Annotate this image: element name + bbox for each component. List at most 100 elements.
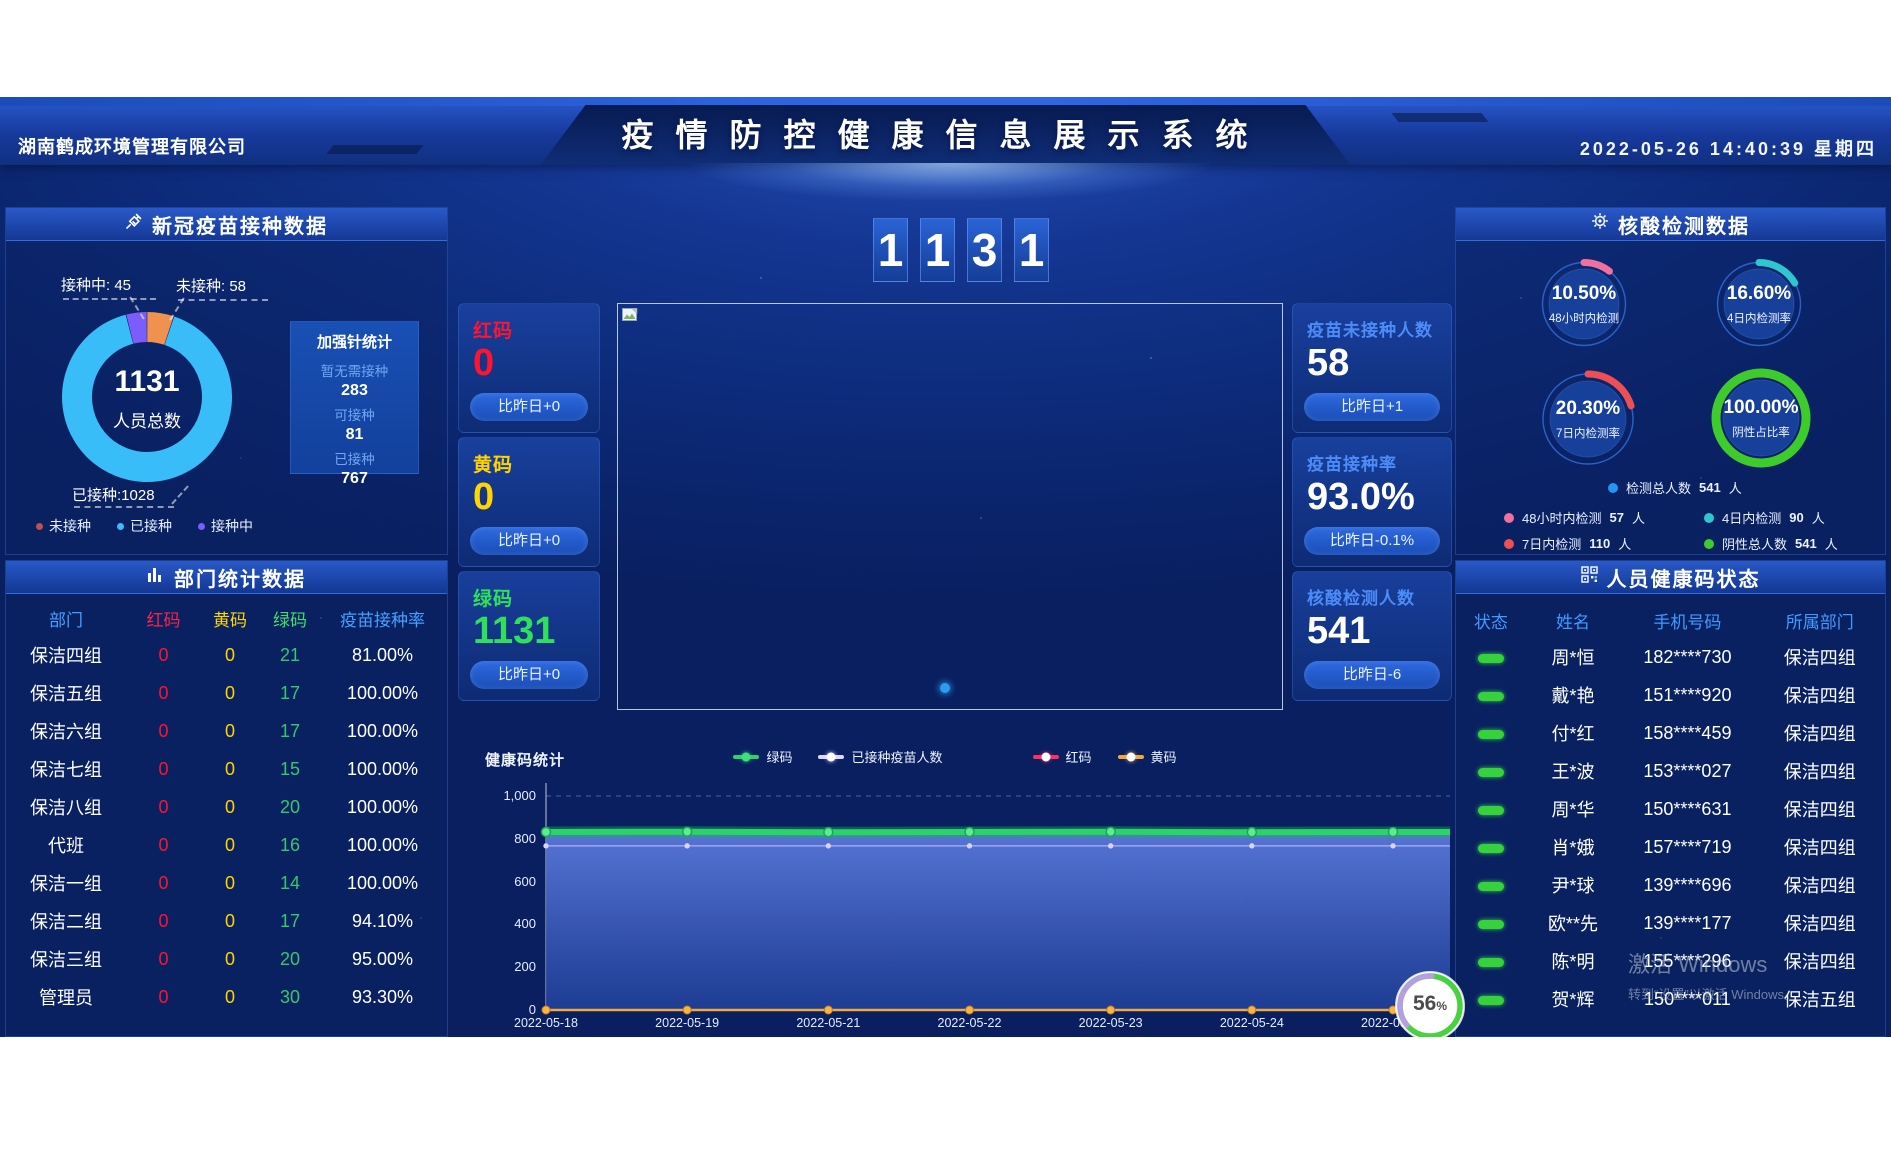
- table-cell: [1456, 989, 1526, 1010]
- table-cell: [1456, 685, 1526, 706]
- callout-leader-line: [171, 485, 189, 505]
- table-row: 陈*明 155****296 保洁四组: [1456, 942, 1885, 980]
- table-cell: 0: [158, 948, 169, 969]
- table-cell: 贺*辉: [1551, 990, 1595, 1010]
- chart-legend-item[interactable]: 已接种疫苗人数: [818, 747, 943, 766]
- yellow-code-value: 0: [473, 476, 495, 518]
- table-row: 代班 0 0 16 100.00%: [6, 826, 447, 864]
- table-cell: 153****027: [1643, 760, 1732, 781]
- gauge-label: 阴性占比率: [1732, 427, 1790, 439]
- chart-title: 健康码统计: [485, 752, 566, 769]
- legend-dot: [198, 522, 205, 530]
- table-cell: 17: [279, 682, 301, 703]
- booster-label: 已接种: [334, 452, 375, 467]
- booster-stats-box: 加强针统计 暂无需接种 283 可接种 81 已接种 767: [290, 321, 419, 487]
- yellow-code-delta-badge: 比昨日+0: [470, 527, 588, 555]
- yellow-code-card: 黄码 0 比昨日+0: [458, 437, 600, 567]
- donut-center: 1131 人员总数: [59, 309, 235, 485]
- table-cell: [1456, 799, 1526, 820]
- table-cell: 保洁四组: [1783, 952, 1856, 972]
- people-total: 1131: [114, 365, 180, 398]
- x-tick-label: 2022-05-24: [1219, 1016, 1284, 1030]
- legend-item-unvaccinated[interactable]: 未接种: [36, 516, 91, 536]
- red-code-delta-badge: 比昨日+0: [470, 393, 588, 421]
- health-code-panel: 人员健康码状态 状态 姓名 手机号码 所属部门 周*恒 182****730 保洁四…: [1455, 560, 1886, 1037]
- overlay-gauge-value: 56%: [1412, 992, 1448, 1015]
- chart-legend-item[interactable]: 黄码: [1117, 747, 1177, 766]
- gauge-percent: 16.60%: [1726, 283, 1792, 304]
- table-row: 肖*娥 157****719 保洁四组: [1456, 828, 1885, 866]
- gauge-percent: 20.30%: [1555, 398, 1621, 419]
- legend-7d-tested: 7日内检测 110 人: [1504, 534, 1631, 553]
- booster-title: 加强针统计: [316, 334, 392, 351]
- datetime: 2022-05-26 14:40:39 星期四: [1579, 139, 1877, 159]
- legend-48h-tested: 48小时内检测 57 人: [1504, 508, 1645, 527]
- table-cell: 20: [279, 948, 301, 969]
- chart-legend-item[interactable]: 绿码: [733, 747, 792, 766]
- col-header: 手机号码: [1653, 612, 1722, 632]
- table-cell: 0: [158, 720, 169, 741]
- table-cell: 肖*娥: [1551, 838, 1595, 858]
- chart-legend: 绿码 已接种疫苗人数 红码 黄码: [458, 747, 1452, 766]
- legend-item-vaccinating[interactable]: 接种中: [198, 516, 253, 536]
- table-cell: [1456, 837, 1526, 858]
- gauge-label: 48小时内检测: [1548, 313, 1620, 325]
- table-cell: 付*红: [1551, 724, 1595, 744]
- legend-item-vaccinated[interactable]: 已接种: [117, 516, 172, 536]
- table-cell: 100.00%: [346, 682, 419, 703]
- green-code-card: 绿码 1131 比昨日+0: [458, 571, 600, 701]
- table-row: 付*红 158****459 保洁四组: [1456, 714, 1885, 752]
- table-cell: [1456, 951, 1526, 972]
- chart-legend-item[interactable]: 红码: [1032, 747, 1092, 766]
- legend-marker: [1117, 752, 1144, 761]
- counter-digit: 1: [920, 218, 955, 282]
- table-cell: 16: [279, 834, 301, 855]
- table-cell: 保洁四组: [1783, 686, 1856, 706]
- table-cell: 139****696: [1643, 874, 1732, 895]
- vaccine-donut-chart: [62, 312, 232, 482]
- unvaccinated-count-value: 58: [1307, 342, 1350, 384]
- table-cell: 保洁五组: [30, 684, 102, 704]
- table-cell: 0: [158, 682, 169, 703]
- table-cell: 戴*艳: [1551, 686, 1595, 706]
- table-row: 周*恒 182****730 保洁四组: [1456, 638, 1885, 676]
- y-tick-label: 600: [514, 873, 536, 889]
- legend-dot: [1704, 512, 1714, 523]
- table-cell: 保洁四组: [1783, 648, 1856, 668]
- health-table-body: 周*恒 182****730 保洁四组 戴*艳 151****920 保洁四组 付*红 158…: [1456, 638, 1885, 1018]
- table-cell: 0: [224, 948, 235, 969]
- legend-total-tested: 检测总人数 541 人: [1608, 478, 1742, 497]
- red-code-value: 0: [473, 342, 495, 384]
- map-container: [617, 303, 1283, 710]
- table-cell: 保洁五组: [1783, 990, 1856, 1010]
- table-cell: [1456, 723, 1526, 744]
- col-header: 所属部门: [1785, 612, 1854, 632]
- gauge-48h: 10.50% 48小时内检测: [1529, 249, 1639, 359]
- gauge-4d: 16.60% 4日内检测率: [1704, 249, 1814, 359]
- booster-value: 81: [345, 426, 364, 443]
- table-cell: 周*华: [1551, 800, 1595, 820]
- legend-marker: [733, 752, 760, 761]
- y-tick-label: 800: [514, 830, 536, 846]
- table-cell: 150****631: [1643, 798, 1732, 819]
- table-cell: 保洁四组: [1783, 800, 1856, 820]
- department-panel-title: 部门统计数据: [6, 561, 447, 594]
- table-cell: 30: [279, 986, 301, 1007]
- table-row: 尹*球 139****696 保洁四组: [1456, 866, 1885, 904]
- counter-digit: 1: [873, 218, 908, 282]
- nucleic-panel: 核酸检测数据 10.50% 48小时内检测 16.60% 4日内检测率 20.3…: [1455, 207, 1886, 555]
- gauge-percent: 10.50%: [1551, 283, 1617, 304]
- status-badge: [1477, 995, 1504, 1005]
- table-cell: 0: [158, 796, 169, 817]
- bar-chart-icon: [147, 566, 165, 589]
- booster-label: 暂无需接种: [320, 364, 389, 379]
- table-cell: 182****730: [1643, 646, 1732, 667]
- booster-label: 可接种: [334, 408, 375, 423]
- table-cell: 100.00%: [346, 796, 419, 817]
- legend-dot: [1608, 482, 1618, 493]
- y-tick-label: 200: [514, 959, 536, 975]
- callout-leader-line: [178, 299, 268, 301]
- table-row: 戴*艳 151****920 保洁四组: [1456, 676, 1885, 714]
- table-cell: 0: [158, 834, 169, 855]
